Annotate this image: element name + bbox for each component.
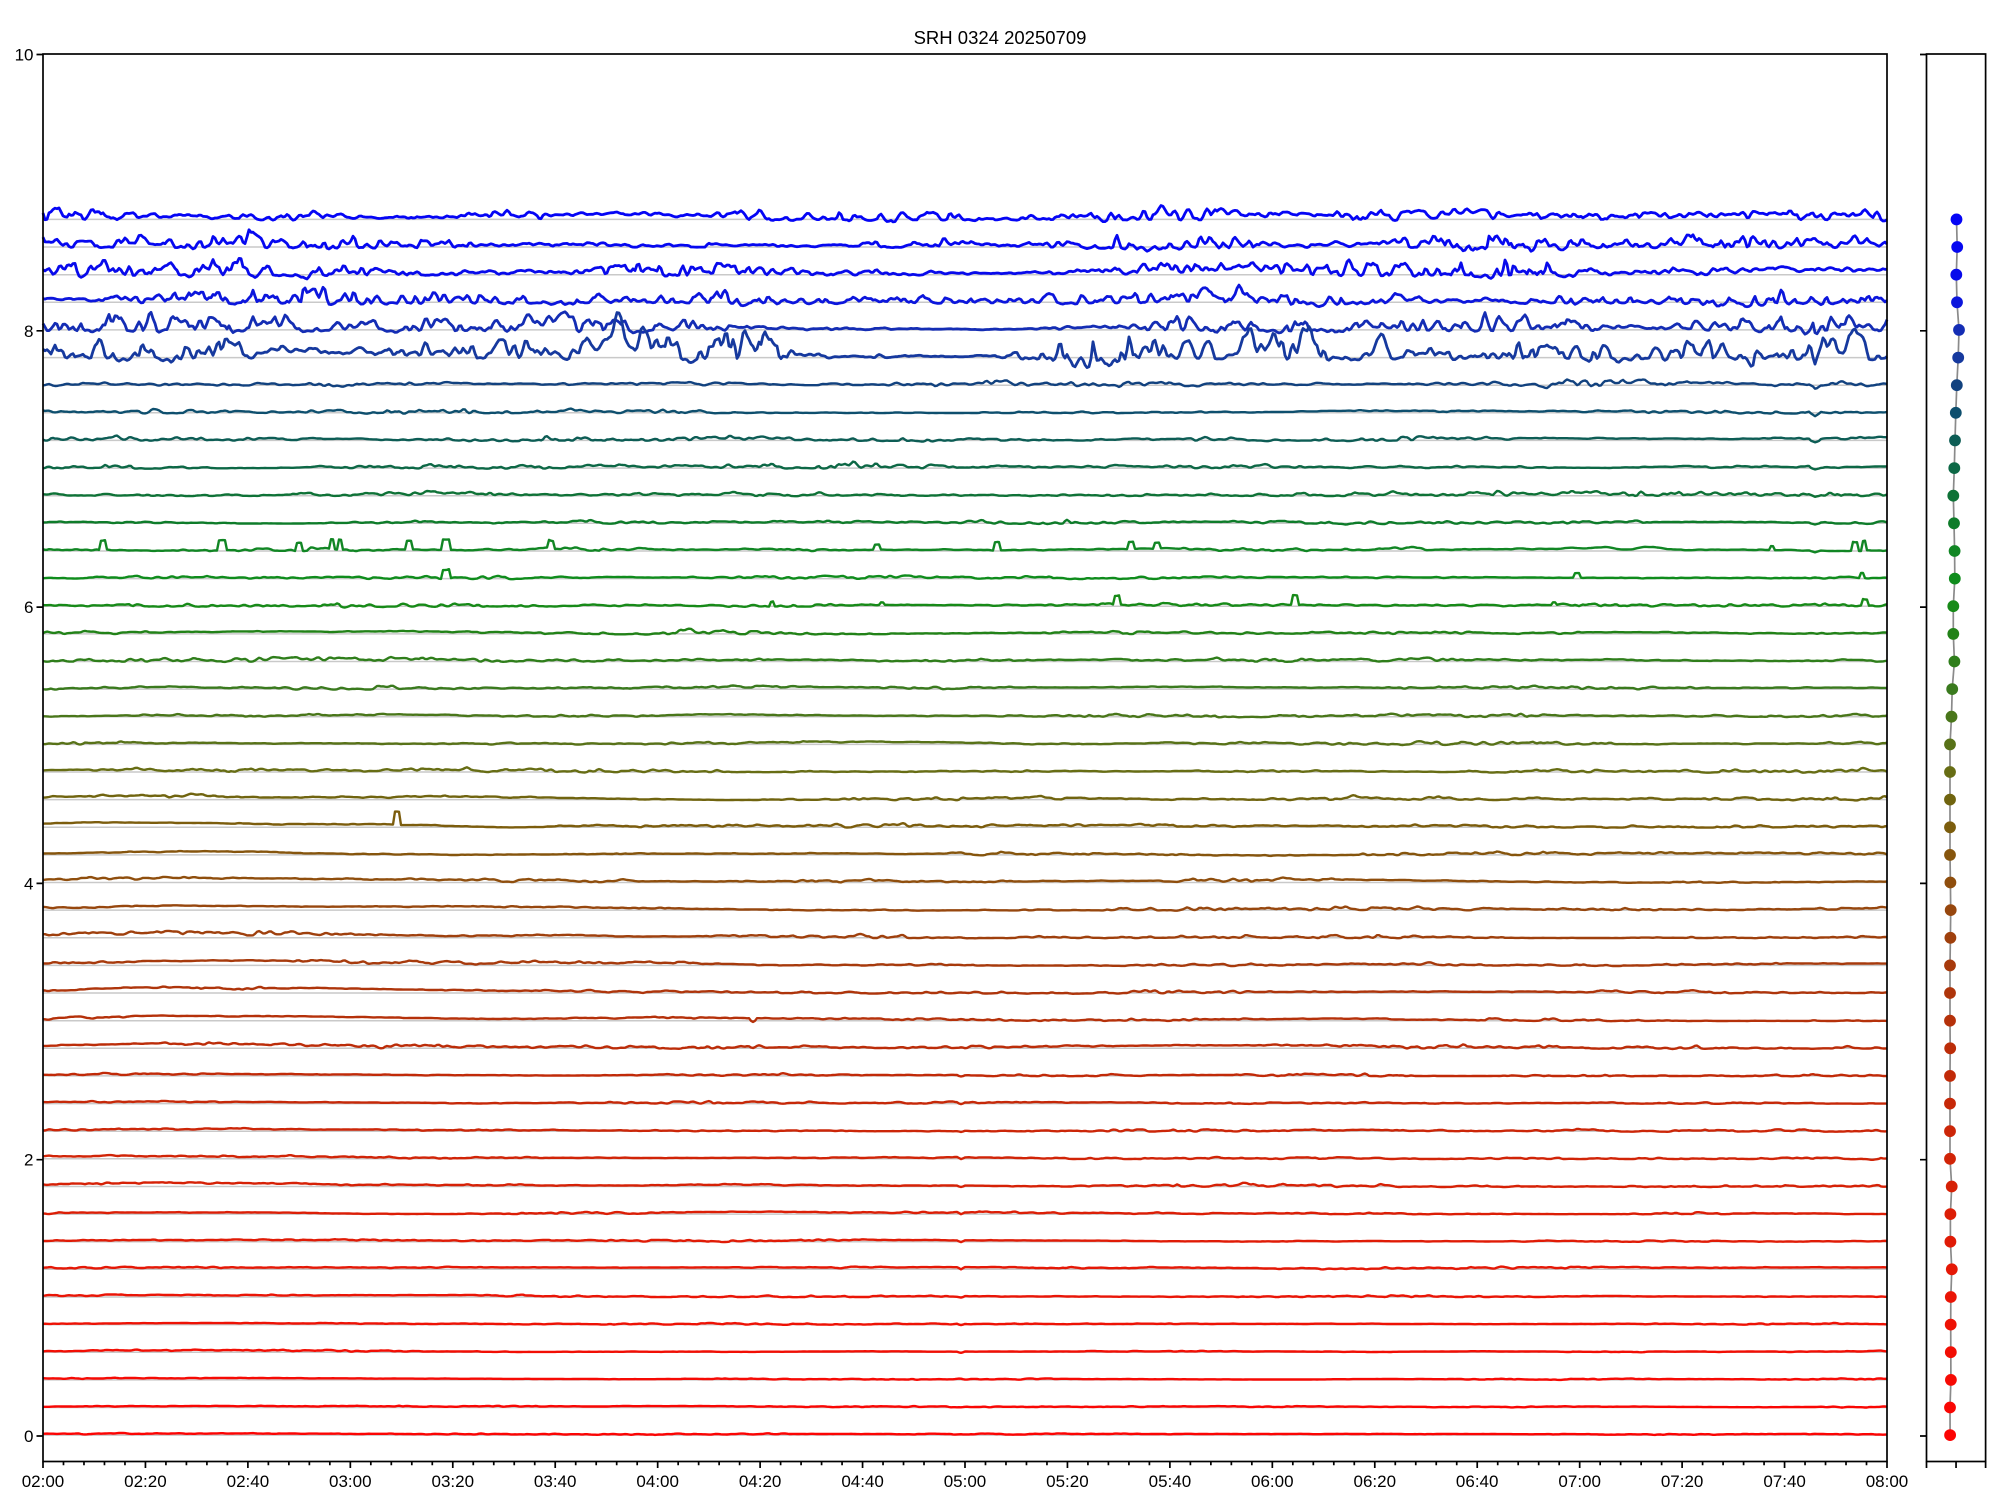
svg-text:04:20: 04:20	[739, 1472, 782, 1491]
svg-text:8: 8	[24, 322, 33, 341]
svg-text:08:00: 08:00	[1866, 1472, 1909, 1491]
svg-text:06:40: 06:40	[1456, 1472, 1499, 1491]
svg-text:04:40: 04:40	[841, 1472, 884, 1491]
svg-text:03:40: 03:40	[534, 1472, 577, 1491]
svg-text:07:40: 07:40	[1763, 1472, 1806, 1491]
svg-text:4: 4	[24, 874, 33, 893]
svg-text:07:20: 07:20	[1661, 1472, 1704, 1491]
svg-text:06:00: 06:00	[1251, 1472, 1294, 1491]
svg-text:03:00: 03:00	[329, 1472, 372, 1491]
svg-text:07:00: 07:00	[1558, 1472, 1601, 1491]
svg-text:05:20: 05:20	[1046, 1472, 1089, 1491]
svg-text:0: 0	[24, 1427, 33, 1446]
svg-text:02:40: 02:40	[227, 1472, 270, 1491]
svg-text:2: 2	[24, 1151, 33, 1170]
svg-text:6: 6	[24, 598, 33, 617]
svg-text:05:40: 05:40	[1149, 1472, 1192, 1491]
svg-text:02:00: 02:00	[22, 1472, 65, 1491]
svg-text:05:00: 05:00	[944, 1472, 987, 1491]
svg-text:SRH 0324 20250709: SRH 0324 20250709	[914, 27, 1087, 48]
svg-text:06:20: 06:20	[1354, 1472, 1397, 1491]
svg-text:02:20: 02:20	[124, 1472, 167, 1491]
svg-text:10: 10	[15, 46, 34, 65]
svg-text:04:00: 04:00	[636, 1472, 679, 1491]
svg-text:03:20: 03:20	[432, 1472, 475, 1491]
